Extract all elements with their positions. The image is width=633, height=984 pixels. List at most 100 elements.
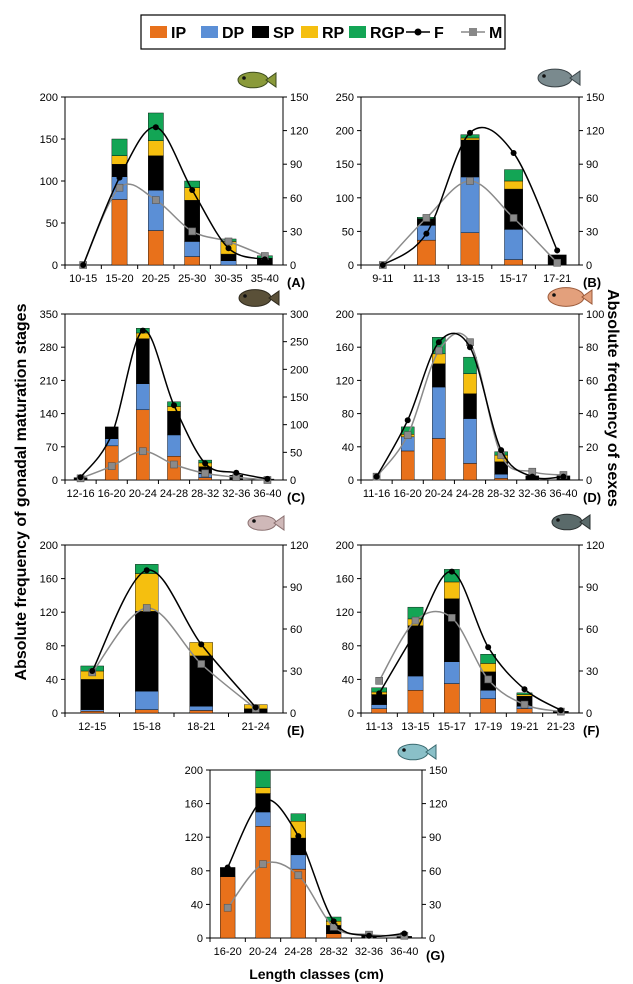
point-F [373, 473, 380, 480]
x-tick-label: 32-36 [355, 946, 383, 958]
y2-tick-label: 120 [429, 799, 447, 811]
y2-tick-label: 90 [290, 159, 302, 171]
x-tick-label: 32-36 [222, 488, 250, 500]
bar-IP [516, 708, 533, 714]
point-M [484, 675, 492, 684]
x-tick-label: 13-15 [401, 721, 429, 733]
bar-IP [460, 232, 480, 266]
bar-IP [290, 868, 306, 939]
point-F [404, 417, 411, 424]
y2-tick-label: 30 [586, 666, 598, 678]
y2-tick-label: 0 [586, 475, 592, 487]
x-tick-label: 16-20 [214, 946, 242, 958]
point-F [412, 628, 419, 635]
y-axis-title-right: Absolute frequency of sexes [604, 289, 621, 507]
y2-tick-label: 120 [290, 540, 308, 552]
point-F [80, 262, 87, 268]
y2-tick-label: 60 [290, 624, 302, 636]
y-tick-label: 80 [191, 866, 203, 878]
x-tick-label: 36-40 [253, 488, 281, 500]
fish-body [547, 287, 585, 307]
panel-7: 0 40 80 120 160 200 0 30 60 90 120 150 16-20 20-24 24-… [185, 765, 448, 963]
panel-5: 0 40 80 120 160 200 0 30 60 90 120 12-15 15-18 18-21 2… [40, 540, 309, 738]
fish-eye [252, 519, 256, 523]
fish-body [247, 515, 277, 531]
bar-RGP [516, 692, 533, 695]
point-F [152, 124, 159, 131]
y-axis-title-left: Absolute frequency of gonadal maturation… [13, 303, 30, 681]
bar-DP [460, 176, 480, 233]
y2-tick-label: 300 [290, 309, 308, 321]
fish-body [238, 289, 272, 307]
point-F [467, 344, 473, 351]
bar-IP [189, 710, 213, 714]
bar-RP [111, 155, 128, 165]
line-F [91, 569, 257, 708]
fish-eye [542, 74, 546, 78]
y2-tick-label: 80 [586, 342, 598, 354]
x-tick-label: 24-28 [160, 488, 188, 500]
point-M [375, 676, 383, 685]
x-tick-label: 15-17 [438, 721, 466, 733]
point-M [224, 237, 233, 246]
bar-DP [167, 434, 181, 457]
x-tick-label: 32-36 [518, 488, 546, 500]
y-tick-label: 40 [342, 442, 354, 454]
bar-DP [189, 706, 213, 711]
fish-icon [397, 743, 437, 761]
panel-4: 0 40 80 120 160 200 0 20 40 60 80 100 11-16 16-20 20-2… [336, 309, 605, 505]
point-M [520, 700, 529, 709]
y2-tick-label: 150 [290, 92, 308, 104]
x-tick-label: 9-11 [372, 273, 393, 285]
plot-frame [360, 544, 580, 714]
line-F [227, 798, 405, 938]
fish-body [397, 743, 429, 761]
bar-DP [135, 690, 159, 710]
point-F [366, 932, 372, 939]
bar-RP [444, 581, 460, 599]
point-F [89, 668, 96, 674]
y-tick-label: 120 [40, 607, 58, 619]
y-tick-label: 160 [40, 574, 58, 586]
x-tick-label: 11-16 [363, 488, 390, 500]
y2-tick-label: 0 [586, 260, 592, 272]
point-F [198, 641, 205, 648]
plot-frame [209, 769, 423, 939]
y-tick-label: 200 [336, 126, 354, 138]
x-tick-label: 12-16 [67, 488, 95, 500]
bar-RGP [184, 180, 200, 188]
y-tick-label: 150 [336, 159, 354, 171]
x-tick-label: 17-21 [543, 273, 571, 285]
x-tick-label: 21-23 [547, 721, 575, 733]
fish-eye [402, 748, 406, 752]
y-tick-label: 120 [336, 607, 354, 619]
bar-DP [290, 854, 306, 870]
bar-RP [516, 694, 533, 697]
y-tick-label: 80 [342, 641, 354, 653]
y2-tick-label: 90 [586, 159, 598, 171]
y2-tick-label: 120 [586, 540, 604, 552]
y-tick-label: 280 [40, 342, 58, 354]
panel-label: (A) [287, 275, 305, 290]
point-M [152, 196, 160, 204]
point-M [139, 447, 147, 456]
y2-tick-label: 150 [429, 765, 447, 777]
bar-DP [407, 675, 424, 691]
point-F [233, 469, 240, 476]
point-M [201, 469, 209, 478]
x-tick-label: 15-18 [133, 721, 161, 733]
x-tick-label: 16-20 [98, 488, 126, 500]
legend-label-DP: DP [222, 25, 245, 42]
x-tick-label: 13-15 [456, 273, 484, 285]
x-tick-label: 18-21 [187, 721, 215, 733]
fish-icon [547, 287, 593, 307]
point-F [401, 930, 408, 937]
fish-tail [425, 744, 437, 760]
bar-IP [371, 708, 387, 714]
bar-DP [480, 690, 496, 699]
point-M [107, 462, 116, 470]
y-tick-label: 200 [185, 765, 203, 777]
fish-icon [237, 71, 277, 89]
point-F [554, 247, 561, 254]
